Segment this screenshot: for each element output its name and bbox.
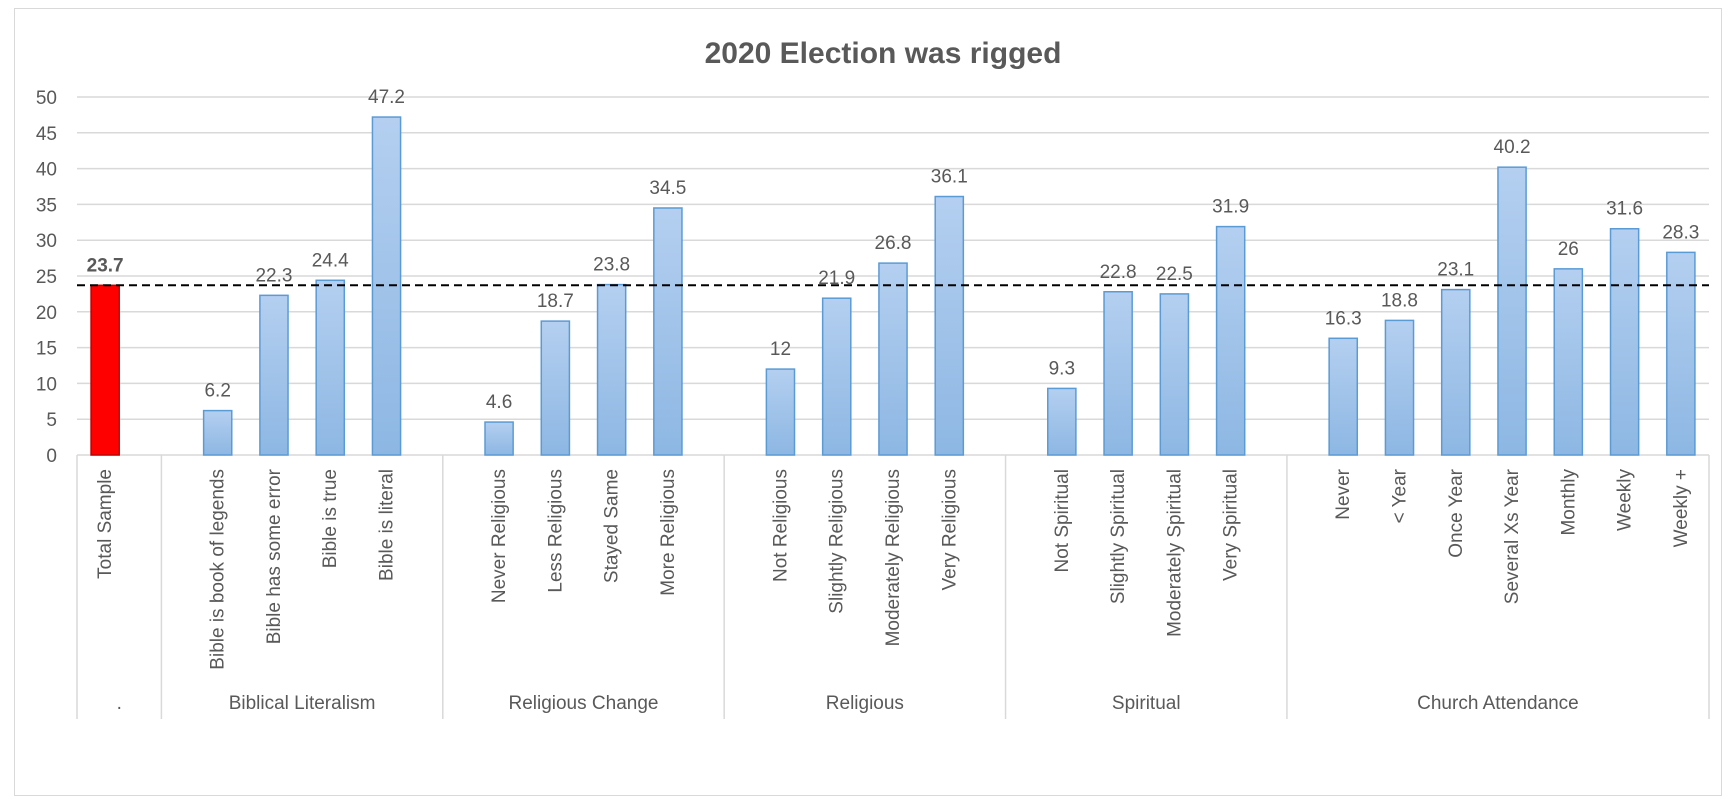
data-label: 23.1 xyxy=(1437,260,1474,281)
bar xyxy=(1103,291,1133,456)
data-label: 6.2 xyxy=(204,381,230,402)
group-label: Religious xyxy=(826,693,904,714)
data-label: 16.3 xyxy=(1325,308,1362,329)
data-label: 18.7 xyxy=(537,291,574,312)
bar xyxy=(1384,319,1415,456)
data-label: 12 xyxy=(770,339,791,360)
data-label: 24.4 xyxy=(312,250,349,271)
data-label: 31.6 xyxy=(1606,199,1643,220)
bar xyxy=(1328,337,1359,456)
category-label: Several Xs Year xyxy=(1502,468,1523,604)
data-label: 34.5 xyxy=(649,178,686,199)
bar xyxy=(765,368,796,456)
chart-title: 2020 Election was rigged xyxy=(705,37,1062,70)
data-label: 28.3 xyxy=(1662,222,1699,243)
data-label: 22.3 xyxy=(255,265,292,286)
y-tick-label: 0 xyxy=(46,446,57,467)
group-label: Spiritual xyxy=(1112,693,1181,714)
y-tick-label: 40 xyxy=(36,160,57,181)
bar xyxy=(821,297,852,456)
category-label: Slightly Religious xyxy=(827,469,848,614)
category-label: Very Religious xyxy=(939,469,960,590)
data-label: 26 xyxy=(1558,239,1579,260)
y-tick-label: 45 xyxy=(36,124,57,145)
y-tick-label: 5 xyxy=(46,410,57,431)
category-label: Never Religious xyxy=(489,469,510,603)
bar xyxy=(1440,288,1471,456)
category-label: Bible is literal xyxy=(377,469,398,581)
bar xyxy=(878,262,908,456)
category-label: Bible is true xyxy=(320,469,341,568)
bar xyxy=(1609,227,1640,456)
category-label: Very Spiritual xyxy=(1221,469,1242,581)
bars xyxy=(90,116,1696,456)
data-label: 26.8 xyxy=(875,233,912,254)
bar xyxy=(596,283,627,456)
category-label: Moderately Religious xyxy=(883,469,904,646)
bar xyxy=(1159,293,1190,456)
bar xyxy=(934,195,965,456)
bar xyxy=(1497,166,1527,456)
y-tick-label: 10 xyxy=(36,374,57,395)
y-axis: 0 5 10 15 20 25 30 35 40 45 50 xyxy=(36,88,57,467)
category-label: Total Sample xyxy=(95,469,116,579)
bar xyxy=(202,409,233,456)
category-label: < Year xyxy=(1389,468,1410,523)
y-tick-label: 35 xyxy=(36,195,57,216)
category-label: Less Religious xyxy=(545,469,566,593)
group-label: . xyxy=(117,693,122,714)
bar xyxy=(1215,225,1246,456)
category-label: Weekly + xyxy=(1671,469,1692,547)
category-label: Bible has some error xyxy=(264,468,285,644)
data-label: 18.8 xyxy=(1381,290,1418,311)
category-label: Slightly Spiritual xyxy=(1108,469,1129,604)
data-label: 21.9 xyxy=(818,268,855,289)
category-label: Not Spiritual xyxy=(1052,469,1073,573)
bar xyxy=(1047,387,1077,456)
bar xyxy=(315,279,346,456)
data-label: 23.7 xyxy=(87,255,124,276)
category-label: Once Year xyxy=(1446,468,1467,557)
category-label: Stayed Same xyxy=(602,469,623,583)
category-label: Bible is book of legends xyxy=(208,469,229,670)
bar xyxy=(653,207,683,456)
data-label: 4.6 xyxy=(486,392,512,413)
y-tick-label: 30 xyxy=(36,231,57,252)
group-label: Biblical Literalism xyxy=(229,693,376,714)
category-label: Not Religious xyxy=(770,469,791,582)
bar xyxy=(1666,251,1696,456)
y-tick-label: 50 xyxy=(36,88,57,109)
y-tick-label: 15 xyxy=(36,339,57,360)
category-label: Never xyxy=(1333,468,1354,519)
group-label: Church Attendance xyxy=(1417,693,1579,714)
bar-chart: 2020 Election was rigged 0 5 10 15 20 25 30 35 4… xyxy=(36,37,1710,719)
category-label: Moderately Spiritual xyxy=(1164,469,1185,637)
data-label: 40.2 xyxy=(1494,137,1531,158)
data-label: 9.3 xyxy=(1049,358,1075,379)
chart-frame: 2020 Election was rigged 0 5 10 15 20 25 30 35 4… xyxy=(14,8,1722,796)
data-label: 31.9 xyxy=(1212,197,1249,218)
category-label: Monthly xyxy=(1558,469,1579,536)
bar xyxy=(540,320,571,456)
data-label: 23.8 xyxy=(593,255,630,276)
data-labels: 23.7 6.2 22.3 24.4 47.2 4.6 18.7 23.8 34.5 12 21.9… xyxy=(87,87,1700,413)
data-label: 22.8 xyxy=(1100,262,1137,283)
y-tick-label: 20 xyxy=(36,303,57,324)
bar xyxy=(1553,268,1584,456)
data-label: 36.1 xyxy=(931,167,968,188)
category-label: More Religious xyxy=(658,469,679,596)
bar xyxy=(259,294,289,456)
bar-total-sample xyxy=(90,284,120,456)
bar xyxy=(484,421,514,456)
data-label: 47.2 xyxy=(368,87,405,108)
x-axis: Total Sample Bible is book of legends Bibl… xyxy=(76,455,1710,719)
group-label: Religious Change xyxy=(508,693,658,714)
data-label: 22.5 xyxy=(1156,264,1193,285)
y-tick-label: 25 xyxy=(36,267,57,288)
category-label: Weekly xyxy=(1615,469,1636,531)
